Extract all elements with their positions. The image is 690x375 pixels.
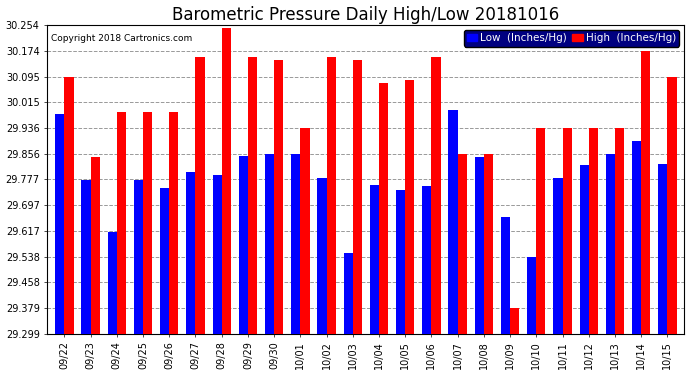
Bar: [580, 165, 589, 334]
Legend: Low  (Inches/Hg), High  (Inches/Hg): Low (Inches/Hg), High (Inches/Hg): [464, 30, 679, 46]
Bar: [589, 128, 598, 334]
Bar: [326, 57, 336, 334]
Bar: [117, 112, 126, 334]
Bar: [169, 112, 179, 334]
Bar: [300, 128, 310, 334]
Bar: [405, 80, 415, 334]
Bar: [370, 185, 379, 334]
Bar: [667, 76, 677, 334]
Bar: [239, 156, 248, 334]
Bar: [274, 60, 284, 334]
Bar: [64, 76, 74, 334]
Bar: [353, 60, 362, 334]
Bar: [143, 112, 152, 334]
Bar: [160, 188, 169, 334]
Bar: [90, 158, 100, 334]
Bar: [291, 154, 300, 334]
Bar: [553, 178, 562, 334]
Bar: [615, 128, 624, 334]
Bar: [108, 232, 117, 334]
Bar: [195, 57, 205, 334]
Bar: [501, 217, 510, 334]
Bar: [317, 178, 326, 334]
Bar: [248, 57, 257, 334]
Bar: [134, 180, 143, 334]
Bar: [641, 51, 651, 334]
Bar: [265, 154, 274, 334]
Bar: [562, 128, 572, 334]
Bar: [457, 154, 467, 334]
Title: Barometric Pressure Daily High/Low 20181016: Barometric Pressure Daily High/Low 20181…: [172, 6, 560, 24]
Bar: [396, 190, 405, 334]
Bar: [510, 308, 520, 334]
Bar: [448, 111, 457, 334]
Bar: [475, 158, 484, 334]
Bar: [536, 128, 546, 334]
Text: Copyright 2018 Cartronics.com: Copyright 2018 Cartronics.com: [50, 34, 192, 44]
Bar: [632, 141, 641, 334]
Bar: [431, 57, 441, 334]
Bar: [55, 114, 64, 334]
Bar: [221, 28, 231, 334]
Bar: [81, 180, 90, 334]
Bar: [213, 175, 221, 334]
Bar: [527, 256, 536, 334]
Bar: [658, 164, 667, 334]
Bar: [186, 172, 195, 334]
Bar: [344, 253, 353, 334]
Bar: [422, 186, 431, 334]
Bar: [606, 154, 615, 334]
Bar: [484, 154, 493, 334]
Bar: [379, 83, 388, 334]
